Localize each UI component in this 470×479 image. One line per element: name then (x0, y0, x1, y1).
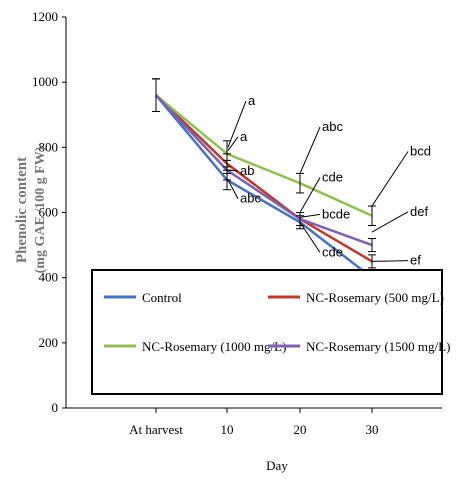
y-tick-label: 400 (39, 270, 59, 285)
significance-annotations: aaababcabccdebcdecdebcddefeff (240, 93, 431, 307)
annotation-label: bcd (410, 143, 431, 158)
legend-label: NC-Rosemary (500 mg/L) (306, 290, 444, 305)
annotation-leader (299, 221, 321, 253)
y-ticks: 0 200 400 600 800 1000 1200 (32, 9, 66, 415)
legend-label: Control (142, 290, 182, 305)
y-tick-label: 1000 (32, 74, 58, 89)
annotation-leader (227, 100, 247, 148)
annotation-label: cde (322, 170, 343, 185)
annotation-leader (299, 213, 321, 218)
annotation-label: abc (322, 119, 343, 134)
y-tick-label: 200 (39, 335, 59, 350)
annotation-label: ef (410, 253, 421, 268)
legend-label: NC-Rosemary (1500 mg/L) (306, 339, 450, 354)
annotation-label: a (248, 93, 256, 108)
series-line (155, 94, 373, 217)
annotation-leader (371, 260, 409, 262)
annotation-leader (227, 136, 239, 151)
annotation-leader (299, 126, 321, 174)
y-tick-label: 0 (52, 400, 59, 415)
legend: Control NC-Rosemary (500 mg/L) NC-Rosemary… (104, 290, 450, 354)
series-line (155, 94, 373, 247)
legend-label: NC-Rosemary (1000 mg/L) (142, 339, 286, 354)
annotation-label: abc (240, 191, 261, 206)
y-tick-label: 1200 (32, 9, 58, 24)
annotation-label: a (240, 129, 248, 144)
annotation-label: def (410, 204, 428, 219)
y-axis-label-line2: (mg GAE /100 g FW) (33, 146, 48, 273)
y-tick-label: 600 (39, 205, 59, 220)
legend-box (91, 269, 443, 395)
annotation-leader (371, 151, 409, 207)
x-tick-label: At harvest (129, 422, 183, 437)
annotation-label: bcde (322, 206, 350, 221)
y-tick-label: 800 (39, 139, 59, 154)
series-lines (155, 94, 373, 279)
annotation-leader (227, 179, 239, 199)
x-tick-label: 30 (366, 422, 379, 437)
series-line (155, 94, 373, 263)
x-axis-label: Day (266, 458, 288, 473)
x-ticks: At harvest 10 20 30 (129, 408, 379, 437)
series-line (155, 94, 373, 279)
annotation-label: cde (322, 244, 343, 259)
annotation-leader (299, 177, 321, 213)
annotation-leader (371, 211, 409, 233)
x-tick-label: 20 (294, 422, 307, 437)
y-axis-label-line1: Phenolic content (14, 157, 30, 263)
annotation-label: ab (240, 163, 254, 178)
annotation-leader (227, 169, 239, 172)
x-tick-label: 10 (221, 422, 234, 437)
